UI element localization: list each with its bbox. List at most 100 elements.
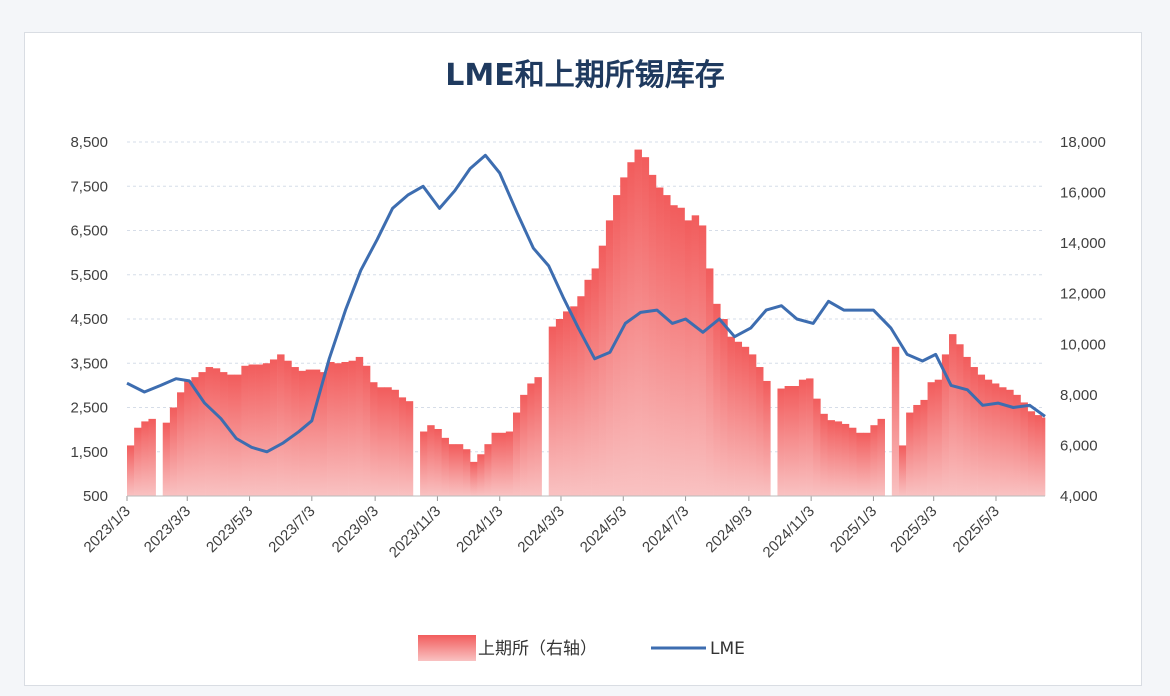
shfe-bar [584,279,592,496]
shfe-bar [913,404,921,496]
shfe-bar [191,377,199,496]
shfe-bar [713,303,721,496]
shfe-bar [512,412,521,496]
shfe-bar [427,425,435,496]
shfe-bar [748,354,757,496]
shfe-bar [498,432,507,496]
shfe-bar [791,386,800,496]
left-tick-label: 7,500 [70,178,108,195]
shfe-bar [305,369,314,496]
shfe-bar [227,374,235,496]
shfe-bar [298,370,306,496]
shfe-bar [577,296,585,496]
shfe-bar [813,398,821,496]
left-tick-label: 5,500 [70,267,108,284]
shfe-bar [613,195,621,496]
shfe-bar [806,378,814,496]
shfe-bar [970,367,978,496]
shfe-bar [863,432,871,496]
x-tick-label: 2023/5/3 [203,503,256,556]
left-tick-label: 4,500 [70,311,108,328]
shfe-bar [634,149,642,497]
right-tick-label: 18,000 [1060,134,1106,151]
x-tick-label: 2023/11/3 [386,503,444,561]
shfe-bar [655,187,664,496]
shfe-bar [727,336,735,496]
shfe-bar [906,412,914,496]
shfe-bar [248,364,256,496]
shfe-bar [548,326,557,496]
shfe-bar [677,207,685,496]
shfe-bar [534,377,542,496]
shfe-bar [391,389,399,496]
left-axis: 500 1,500 2,500 3,500 4,500 5,500 6,500 7,500 8,… [70,134,108,505]
shfe-bar [920,399,928,496]
shfe-bar [284,360,292,496]
shfe-bar [555,319,564,496]
shfe-bar [834,421,843,496]
shfe-bar [291,367,299,496]
shfe-bar [963,356,971,496]
shfe-bars [127,149,1046,497]
shfe-bar [734,341,743,496]
right-tick-label: 6,000 [1060,437,1098,454]
left-tick-label: 500 [83,488,108,505]
shfe-bar [598,245,607,496]
shfe-bar [741,346,750,496]
shfe-bar [219,372,228,496]
shfe-bar [470,461,478,496]
shfe-bar [527,383,535,496]
shfe-bar [756,367,764,496]
x-tick-label: 2025/5/3 [950,503,1003,556]
x-tick-label: 2023/7/3 [265,503,318,556]
shfe-bar [1034,415,1043,496]
legend: 上期所（右轴） LME [418,635,745,661]
shfe-bar [956,344,964,496]
shfe-bar [870,425,878,496]
shfe-bar [648,174,657,496]
right-tick-label: 12,000 [1060,286,1106,303]
x-tick-label: 2024/7/3 [639,503,692,556]
legend-label-shfe: 上期所（右轴） [478,639,597,659]
x-tick-label: 2024/1/3 [453,503,506,556]
shfe-bar [134,427,142,496]
shfe-bar [798,379,807,496]
legend-swatch-shfe [418,635,476,661]
shfe-bar [420,431,428,496]
legend-label-lme: LME [710,639,745,659]
shfe-bar [720,319,728,496]
shfe-bar [177,392,185,496]
shfe-bar [434,428,442,496]
right-tick-label: 8,000 [1060,387,1098,404]
shfe-bar [999,387,1007,496]
shfe-bar [334,363,342,496]
chart-title: LME和上期所锡库存 [445,58,725,93]
shfe-bar [212,368,221,496]
shfe-bar [977,374,986,496]
shfe-bar [377,387,385,496]
shfe-bar [1041,417,1046,496]
shfe-bar [784,386,793,496]
shfe-bar [384,387,392,496]
shfe-bar [1020,402,1028,496]
lme-series-line [126,153,1046,454]
shfe-bar [327,361,335,496]
shfe-bar [641,157,650,496]
shfe-bar [319,372,328,496]
x-axis: 2023/1/3 2023/3/3 2023/5/3 2023/7/3 2023/9/3… [81,495,1045,561]
shfe-bar [941,354,950,496]
shfe-bar [462,449,471,496]
shfe-bar [269,359,278,496]
shfe-bar [841,423,850,496]
left-tick-label: 1,500 [70,444,108,461]
shfe-bar [820,413,828,496]
x-tick-label: 2024/9/3 [702,503,755,556]
shfe-bar [141,421,149,496]
shfe-bar [848,427,857,496]
shfe-bar [262,363,271,496]
shfe-bar [484,444,492,496]
shfe-bar [984,379,993,496]
x-tick-label: 2024/3/3 [515,503,568,556]
shfe-bar [184,380,192,496]
